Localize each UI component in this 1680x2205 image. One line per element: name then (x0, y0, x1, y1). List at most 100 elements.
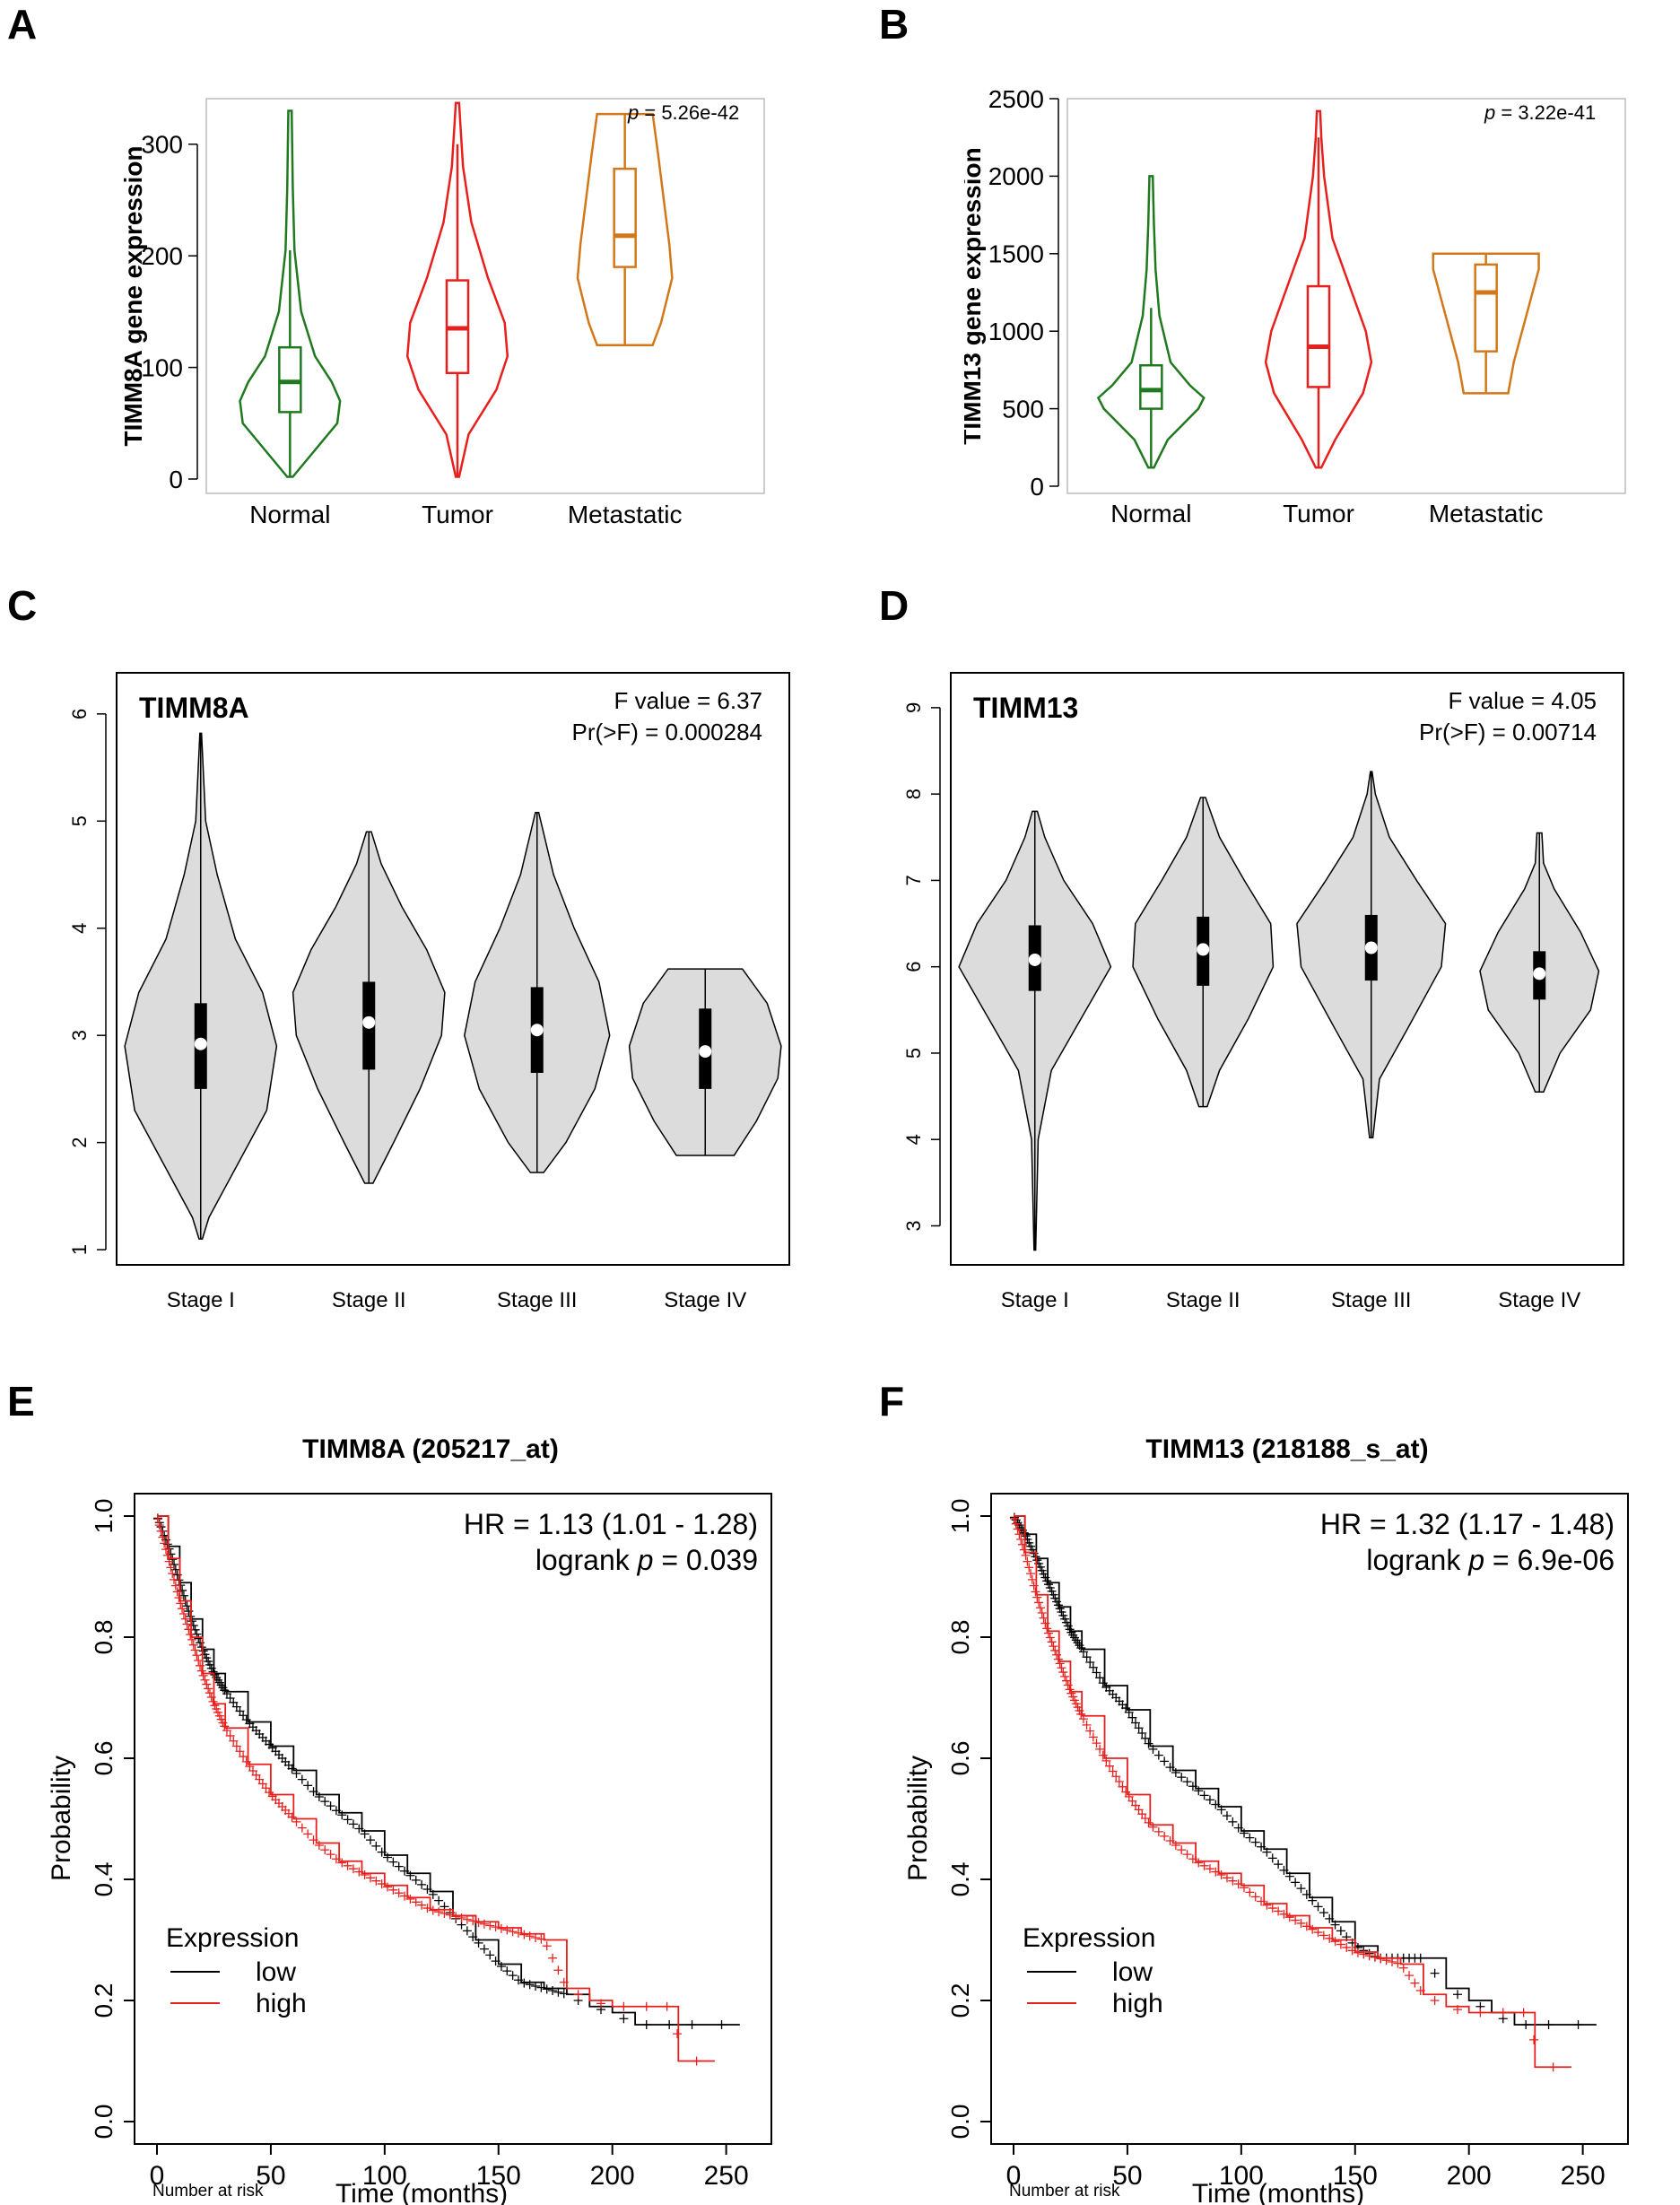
box-iqr (613, 167, 637, 268)
y-tick-label: 500 (1002, 395, 1044, 423)
y-tick-label: 100 (141, 353, 183, 381)
km-curve-low (1014, 1515, 1597, 2026)
censor-mark (474, 1938, 483, 1948)
y-tick-label: 300 (141, 131, 183, 159)
censor-mark (662, 2001, 672, 2011)
plot-frame (1066, 98, 1626, 494)
median-point (194, 1037, 207, 1050)
censor-mark (170, 1574, 179, 1584)
censor-mark (1098, 1750, 1108, 1760)
censor-mark (1016, 1535, 1026, 1545)
censor-mark (1573, 2020, 1583, 2029)
y-tick-label: 3 (68, 1030, 91, 1041)
censor-mark (1274, 1860, 1284, 1869)
censor-mark (434, 1896, 444, 1905)
censor-mark (1430, 1968, 1440, 1978)
censor-mark (170, 1581, 180, 1591)
censor-mark (1548, 2062, 1558, 2072)
censor-mark (1301, 1889, 1311, 1899)
censor-mark (190, 1645, 200, 1655)
censor-mark (1250, 1837, 1260, 1847)
censor-mark (225, 1730, 235, 1740)
censor-mark (559, 1989, 569, 1999)
x-tick-label: 250 (704, 2161, 749, 2191)
censor-mark (548, 1986, 558, 1996)
censor-mark (1095, 1744, 1105, 1754)
y-tick-label: 0 (169, 466, 183, 493)
x-category-label: Stage III (497, 1288, 577, 1312)
censor-mark (440, 1908, 449, 1918)
censor-mark (303, 1781, 313, 1791)
censor-mark (1529, 2035, 1539, 2044)
censor-mark (1043, 1628, 1053, 1638)
violin-body (1096, 175, 1206, 469)
censor-mark (1182, 1777, 1192, 1787)
censor-marks-low (152, 1513, 727, 2029)
y-tick-label: 7 (902, 875, 925, 885)
censor-mark (485, 1921, 495, 1930)
censor-mark (1308, 1896, 1318, 1905)
censor-mark (1415, 1953, 1425, 1963)
censor-mark (1078, 1647, 1088, 1657)
censor-mark (525, 1931, 535, 1941)
censor-mark (1024, 1563, 1034, 1573)
censor-mark (309, 1787, 318, 1797)
censor-mark (502, 1925, 512, 1935)
censor-mark (1137, 1729, 1147, 1739)
censor-mark (365, 1835, 375, 1845)
violin-chart-timm8a-expression: 0 100 200 300 Normal Tumor Metastatic p = 5.26… (119, 98, 765, 528)
censor-mark (1245, 1833, 1255, 1843)
y-tick-label: 1.0 (90, 1499, 118, 1534)
censor-mark (1453, 2005, 1462, 2015)
censor-marks-high (152, 1514, 701, 2066)
censor-mark (1364, 1951, 1374, 1961)
censor-mark (1336, 1926, 1345, 1936)
y-tick-label: 1 (68, 1244, 91, 1255)
censor-mark (479, 1919, 489, 1929)
x-tick-label: 200 (590, 2161, 635, 2191)
censor-mark (428, 1905, 438, 1915)
censor-mark (445, 1910, 455, 1920)
censor-mark (178, 1604, 187, 1614)
censor-mark (388, 1857, 398, 1867)
median-point (699, 1045, 712, 1059)
censor-mark (1257, 1842, 1267, 1852)
censor-mark (194, 1634, 204, 1643)
legend-low-label: low (1112, 1957, 1153, 1987)
censor-mark (1031, 1587, 1040, 1597)
censor-mark (508, 1971, 518, 1981)
censor-mark (176, 1599, 186, 1608)
plot-frame (990, 1493, 1629, 2145)
censor-mark (405, 1870, 415, 1880)
censor-mark (553, 1987, 563, 1997)
censor-mark (1052, 1650, 1062, 1660)
censor-mark (186, 1630, 196, 1640)
censor-mark (474, 1918, 483, 1928)
y-tick-label: 4 (68, 923, 91, 934)
censor-mark (1045, 1633, 1055, 1643)
violin-body (1432, 252, 1540, 395)
censor-mark (180, 1614, 190, 1624)
panel-label-b: B (879, 1, 910, 48)
censor-mark (1118, 1782, 1127, 1791)
censor-mark (1114, 1777, 1124, 1787)
censor-mark (1410, 1978, 1420, 1988)
x-category-label: Stage IV (664, 1288, 746, 1312)
x-category-label: Stage IV (1498, 1288, 1580, 1312)
censor-mark (596, 1999, 605, 2009)
censor-mark (314, 1841, 324, 1851)
censor-mark (1330, 1920, 1340, 1930)
x-category-label: Stage II (332, 1288, 406, 1312)
censor-mark (1330, 1937, 1340, 1947)
km-curve-high (157, 1515, 715, 2062)
censor-mark (417, 1879, 427, 1889)
violin-body (405, 101, 509, 478)
censor-mark (348, 1864, 358, 1874)
censor-mark (1284, 1913, 1294, 1922)
censor-mark (1027, 1574, 1037, 1584)
censor-mark (154, 1521, 164, 1530)
censor-mark (1274, 1906, 1284, 1916)
censor-mark (1160, 1831, 1170, 1841)
censor-mark (1313, 1902, 1323, 1912)
km-chart-timm8a: TIMM8A (205217_at) 0 50 100 150 200 250 0.0 0.2… (47, 1434, 772, 2205)
